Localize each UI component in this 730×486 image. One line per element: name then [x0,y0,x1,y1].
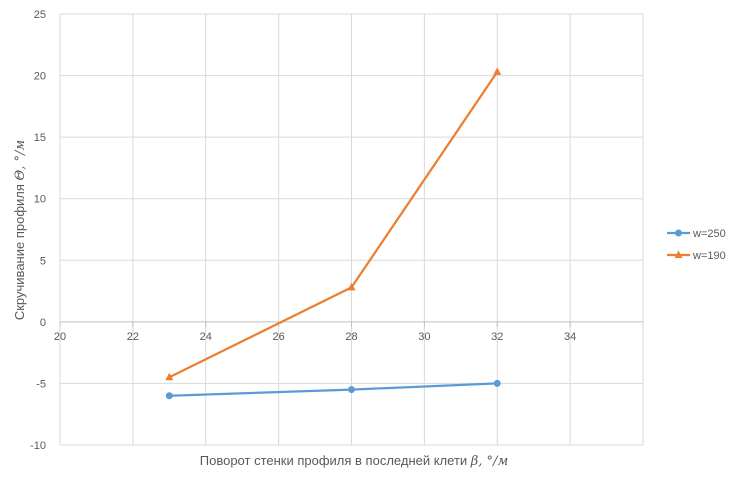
y-tick-label: 5 [40,255,46,267]
y-tick-label: 10 [34,194,46,206]
x-axis-title: Поворот стенки профиля в последней клети… [200,453,508,469]
x-tick-label: 34 [564,331,576,343]
y-tick-label: 25 [34,9,46,21]
data-point [165,392,173,400]
series-line [169,382,498,397]
data-point [348,386,355,394]
x-tick-label: 20 [54,331,66,343]
x-tick-label: 28 [345,331,357,343]
data-point [165,372,174,381]
x-tick-label: 24 [200,331,212,343]
y-axis-ticks: -10 -5 0 5 10 15 20 25 [30,9,46,452]
data-series [165,67,502,400]
legend-marker [675,229,682,237]
x-tick-label: 30 [418,331,430,343]
x-axis: 20 22 24 26 28 30 32 34 [54,321,643,343]
data-point [347,282,356,291]
data-point [493,379,501,387]
y-tick-label: -5 [36,378,46,390]
legend: w=250 w=190 [667,228,726,262]
gridlines [59,13,644,446]
y-tick-label: 20 [34,71,46,83]
y-tick-label: 15 [34,132,46,144]
y-axis-title: Скручивание профиля Θ, °/м [12,140,28,320]
x-tick-label: 26 [273,331,285,343]
legend-marker [674,250,683,258]
series-line [168,71,499,379]
legend-label: w=250 [692,228,726,240]
x-tick-label: 22 [127,331,139,343]
y-tick-label: -10 [30,440,46,452]
data-point [493,67,502,75]
x-tick-label: 32 [491,331,503,343]
y-tick-label: 0 [40,317,46,329]
legend-label: w=190 [692,250,726,262]
